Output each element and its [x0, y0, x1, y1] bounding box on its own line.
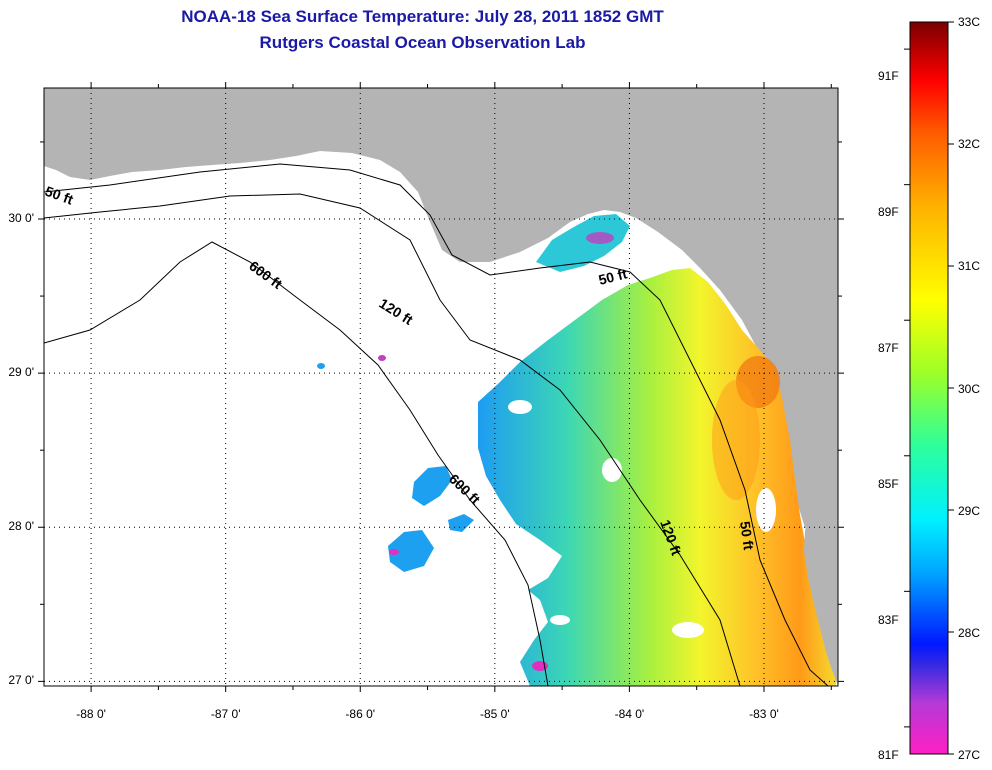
- colorbar-label-27c: 27C: [958, 748, 981, 762]
- colorbar-label-30c: 30C: [958, 382, 981, 396]
- cold-spot: [389, 549, 399, 555]
- contour-50ft: [44, 163, 829, 686]
- lon-tick-label: -88 0': [76, 707, 106, 721]
- contour-600ft: [44, 241, 549, 686]
- colorbar-label-31c: 31C: [958, 259, 981, 273]
- colorbar-label-32c: 32C: [958, 137, 981, 151]
- map-title: NOAA-18 Sea Surface Temperature: July 28…: [181, 7, 664, 26]
- lat-tick-label: 29 0': [8, 365, 34, 380]
- cloud-gap: [756, 488, 776, 532]
- colorbar-label-28c: 28C: [958, 626, 981, 640]
- lon-tick-label: -87 0': [210, 707, 241, 721]
- axis-ticks: [38, 82, 844, 692]
- contour-120ft: [44, 193, 741, 686]
- colorbar-label-87f: 87F: [878, 341, 899, 355]
- lon-tick-label: -86 0': [345, 707, 376, 721]
- cold-spot: [586, 232, 614, 244]
- colorbar-ticks: [904, 21, 954, 755]
- colorbar: [909, 21, 949, 755]
- map-border: [43, 87, 839, 687]
- lat-tick-label: 27 0': [8, 673, 34, 688]
- contour-label-50ft-east: 50 ft: [737, 520, 757, 551]
- colorbar-label-83f: 83F: [878, 613, 899, 627]
- cloud-gap: [602, 458, 622, 482]
- colorbar-label-29c: 29C: [958, 504, 981, 518]
- cloud-gap: [550, 615, 570, 625]
- colorbar-label-89f: 89F: [878, 205, 899, 219]
- land-mass: [44, 88, 838, 560]
- sst-patch: [412, 466, 452, 506]
- colorbar-label-33c: 33C: [958, 15, 981, 29]
- land-florida: [804, 520, 838, 686]
- colorbar-label-85f: 85F: [878, 477, 899, 491]
- colorbar-label-81f: 81F: [878, 748, 899, 762]
- cold-spot: [378, 355, 386, 361]
- lon-tick-label: -85 0': [480, 707, 510, 721]
- lat-tick-label: 30 0': [8, 211, 34, 225]
- lat-tick-label: 28 0': [8, 519, 34, 534]
- sst-patch: [317, 363, 325, 369]
- lon-tick-label: -83 0': [749, 707, 779, 721]
- cloud-gap: [672, 622, 704, 638]
- colorbar-label-91f: 91F: [878, 69, 899, 83]
- cloud-gap: [508, 400, 532, 414]
- sst-patch: [388, 530, 434, 572]
- sst-coastal-patch: [536, 214, 630, 272]
- warm-band: [712, 380, 760, 500]
- contour-label-50ft-bigbend: 50 ft: [597, 265, 629, 288]
- map-subtitle: Rutgers Coastal Ocean Observation Lab: [259, 33, 586, 52]
- lon-tick-label: -84 0': [614, 707, 645, 721]
